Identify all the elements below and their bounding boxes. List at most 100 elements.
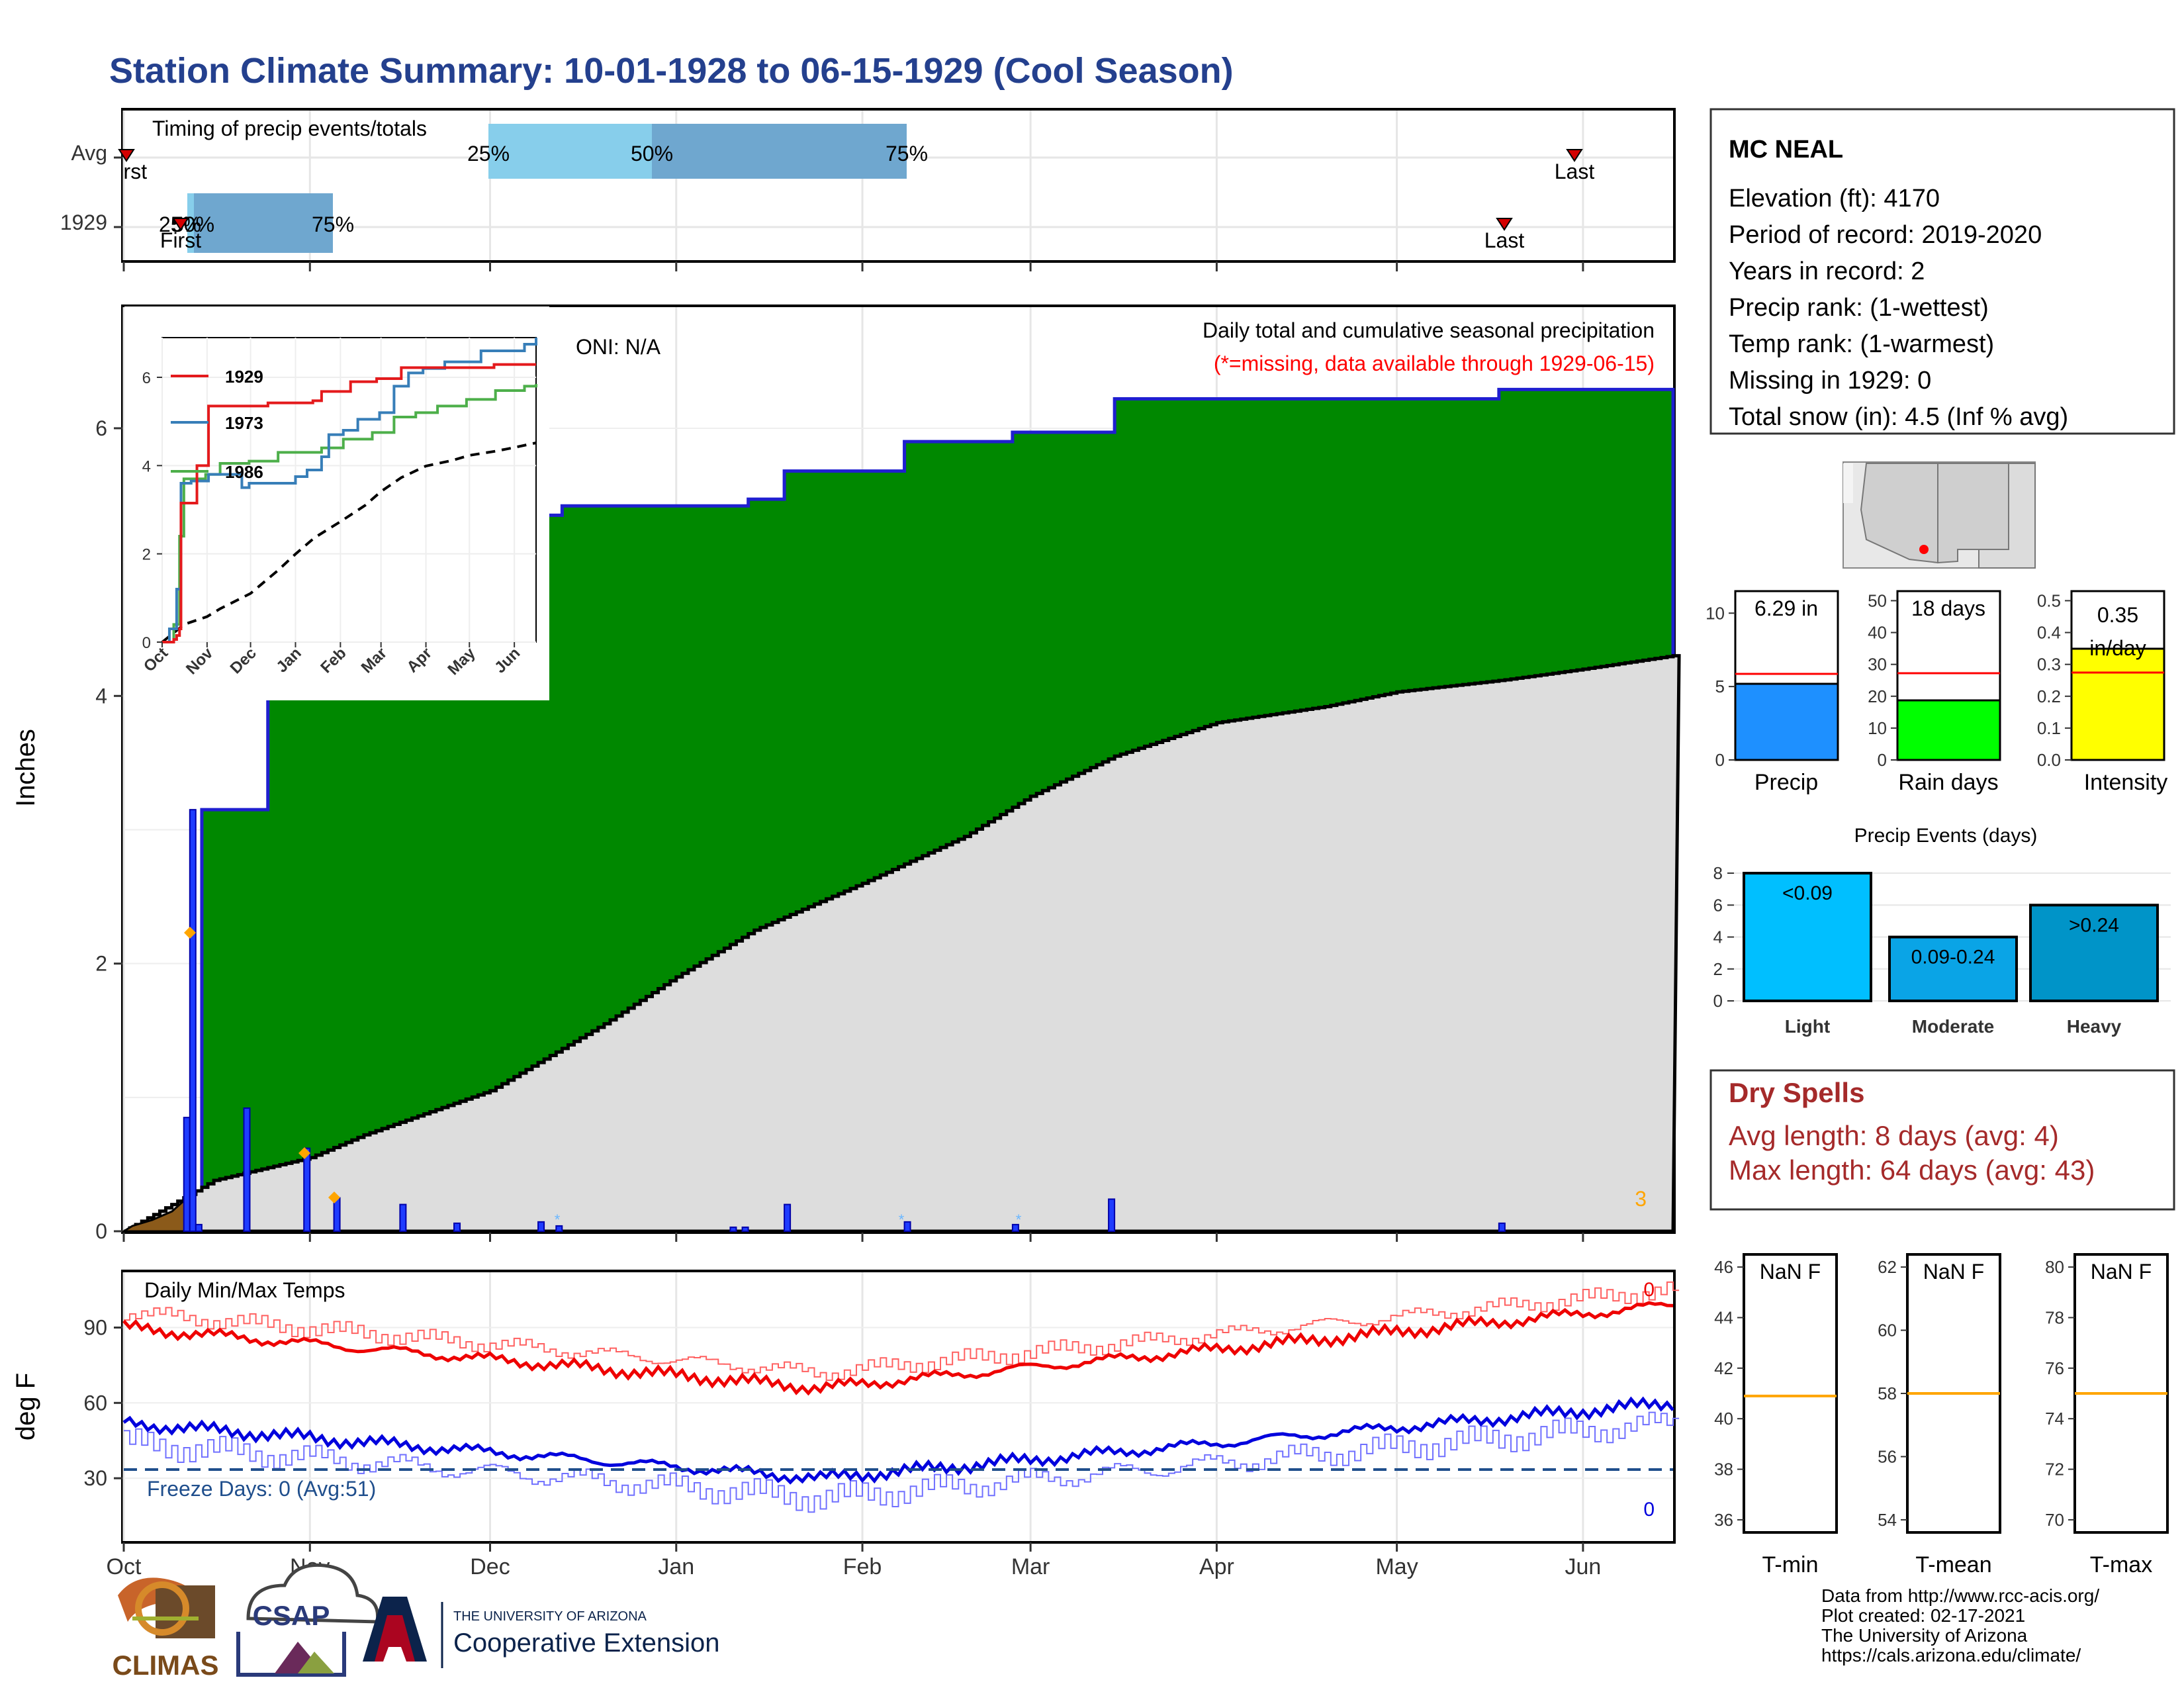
svg-text:*: * [899,1211,905,1228]
mini-raindays-label: Rain days [1898,770,1998,795]
svg-text:30: 30 [83,1466,107,1490]
svg-text:50: 50 [1868,590,1887,610]
events-bars: <0.09 Light 0.09-0.24 Moderate >0.24 Heavy [1743,872,2159,1037]
svg-text:6: 6 [142,369,151,387]
svg-text:40: 40 [1714,1409,1733,1429]
temps-panel: Daily Min/Max Temps Freeze Days: 0 (Avg:… [11,1270,1680,1579]
avg-p50-label: 50% [631,142,673,165]
svg-text:62: 62 [1878,1257,1897,1277]
csap-text: CSAP [253,1600,330,1631]
avg-50-75-bar [652,124,907,179]
event-bar-light [1743,872,1872,1003]
mini-precip-chart: 6.29 in 0 5 10 Precip [1706,590,1839,795]
svg-text:54: 54 [1878,1510,1897,1530]
timing-row-1929: 1929 [60,211,107,234]
svg-text:38: 38 [1714,1460,1733,1479]
y1929-first-marker [172,218,189,231]
avg-last-marker [1566,149,1583,162]
credit-line-2: Plot created: 02-17-2021 [1821,1605,2025,1626]
event-bar-heavy [2029,904,2159,1002]
svg-text:42: 42 [1714,1358,1733,1378]
svg-text:0.2: 0.2 [2037,686,2061,706]
avg-min-temp-line [124,1411,1680,1513]
mini-intensity-unit: in/day [2089,636,2146,660]
station-line-6: Missing in 1929: 0 [1729,367,1931,395]
event-bar-label: Heavy [2067,1016,2122,1037]
svg-text:0.5: 0.5 [2037,590,2061,610]
svg-text:46: 46 [1714,1257,1733,1277]
y1929-last-marker [1496,218,1513,231]
legend-1929: 1929 [225,367,263,387]
inset-1929-line [162,363,536,643]
event-bar-moderate [1888,935,2018,1003]
state-outline-nm [1937,463,2009,564]
tbox-label: T-mean [1915,1552,1991,1577]
svg-text:0.0: 0.0 [2037,750,2061,770]
dry-spells-box: Dry Spells Avg length: 8 days (avg: 4) M… [1709,1069,2175,1211]
min-temp-line [122,1396,1674,1485]
avg-first-label: First [106,160,147,183]
svg-text:56: 56 [1878,1446,1897,1466]
mini-raindays-chart: 18 days 0 10 20 30 40 50 Rain days [1868,590,2001,795]
svg-text:90: 90 [83,1315,107,1339]
precip-y-label: Inches [11,729,40,807]
mini-intensity-value: 0.35 [2097,603,2138,627]
credit-line-4: https://cals.arizona.edu/climate/ [1821,1645,2081,1665]
svg-text:4: 4 [1713,927,1723,947]
svg-text:6: 6 [95,416,107,440]
tbox-t-max: 70 72 74 76 78 80 NaN F T-max [2045,1253,2169,1577]
precip-y-axis: 0 2 4 6 [95,416,1584,1243]
tbox-value: NaN F [1923,1260,1984,1284]
missing-note: (*=missing, data available through 1929-… [1214,352,1655,375]
inset-legend: 1929 1973 1986 [171,367,263,482]
legend-1973: 1973 [225,413,263,433]
station-name: MC NEAL [1729,136,1843,164]
station-line-4: Precip rank: (1-wettest) [1729,294,1989,322]
svg-text:0: 0 [1878,750,1887,770]
y1929-first-label: First [160,228,201,252]
y1929-last-label: Last [1484,228,1525,252]
inset-average-line [161,442,537,643]
svg-text:Jun: Jun [1565,1554,1601,1579]
svg-text:May: May [1375,1554,1418,1579]
snow-markers: * * * [184,927,1022,1228]
svg-text:5: 5 [1715,677,1725,696]
avg-p25-label: 25% [467,142,510,165]
svg-text:Apr: Apr [1199,1554,1234,1579]
svg-text:Jan: Jan [658,1554,694,1579]
mini-intensity-chart: 0.35 in/day 0.0 0.1 0.2 0.3 0.4 0.5 Intensity [2037,590,2167,795]
station-info: MC NEAL Elevation (ft): 4170 Period of r… [1709,108,2175,435]
freeze-days-label: Freeze Days: 0 (Avg:51) [147,1477,376,1501]
station-line-3: Years in record: 2 [1729,258,1925,285]
svg-text:10: 10 [1868,718,1887,738]
svg-text:8: 8 [1713,863,1723,883]
legend-1986: 1986 [225,462,263,482]
temps-title: Daily Min/Max Temps [144,1278,345,1302]
svg-text:0: 0 [142,634,151,652]
svg-text:2: 2 [95,952,107,976]
svg-text:2: 2 [1713,959,1723,979]
event-bar-value: <0.09 [1782,882,1833,904]
svg-text:20: 20 [1868,686,1887,706]
svg-text:2: 2 [142,546,151,564]
locator-map [1843,461,2036,569]
svg-text:4: 4 [142,457,151,475]
svg-text:76: 76 [2045,1358,2064,1378]
ua-top-text: THE UNIVERSITY OF ARIZONA [453,1609,647,1624]
svg-text:60: 60 [1878,1321,1897,1340]
svg-text:78: 78 [2045,1307,2064,1327]
svg-text:70: 70 [2045,1510,2064,1530]
dry-spells-max: Max length: 64 days (avg: 43) [1729,1154,2095,1186]
dry-spells-title: Dry Spells [1729,1077,1864,1108]
svg-text:*: * [1016,1211,1022,1228]
avg-first-marker [118,149,135,162]
credit-line-1: Data from http://www.rcc-acis.org/ [1821,1585,2099,1606]
tbox-value: NaN F [1760,1260,1821,1284]
max-count: 0 [1643,1279,1655,1301]
svg-text:80: 80 [2045,1257,2064,1277]
avg-25-50-bar [488,124,652,179]
temp-y-label: deg F [11,1373,40,1440]
svg-text:Dec: Dec [470,1554,510,1579]
